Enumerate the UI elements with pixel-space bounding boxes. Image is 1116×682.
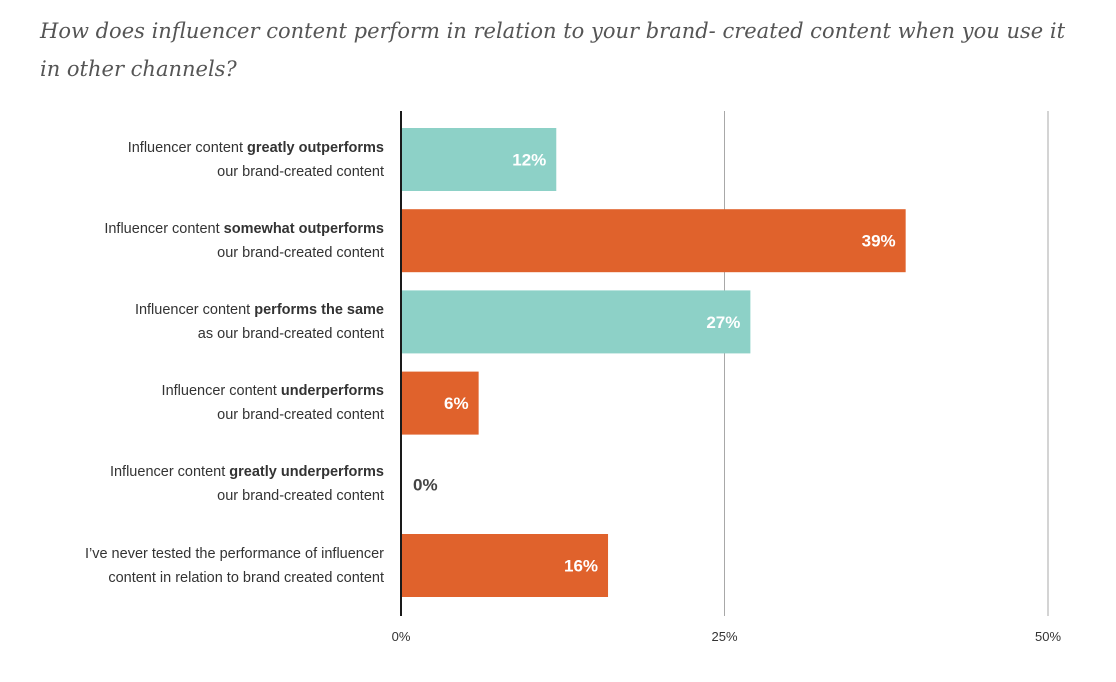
chart-title: How does influencer content perform in r… bbox=[40, 19, 1066, 81]
bar bbox=[401, 371, 479, 435]
bar-value-label: 0% bbox=[413, 475, 438, 494]
category-label-line-1: Influencer content somewhat outperforms bbox=[24, 217, 384, 241]
x-tick-label: 25% bbox=[711, 629, 737, 644]
category-label-emphasis: somewhat outperforms bbox=[223, 220, 384, 237]
category-label-line-2: our brand-created content bbox=[217, 163, 384, 180]
category-label-line-1: Influencer content performs the same bbox=[24, 298, 384, 322]
category-label-line-1: I’ve never tested the performance of inf… bbox=[24, 542, 384, 566]
category-label-text: Influencer content bbox=[127, 139, 248, 156]
bar bbox=[401, 128, 557, 191]
category-label-text: I’ve never tested the performance of inf… bbox=[84, 545, 384, 562]
category-label-emphasis: greatly outperforms bbox=[247, 139, 384, 156]
category-label: Influencer content performs the same as o… bbox=[24, 298, 384, 346]
category-label: Influencer content somewhat outperforms o… bbox=[24, 217, 384, 265]
category-label-text: Influencer content bbox=[104, 220, 224, 237]
category-label-line-2: our brand-created content bbox=[217, 488, 384, 505]
bar-value-label: 16% bbox=[564, 557, 598, 576]
bar-value-label: 27% bbox=[706, 313, 740, 332]
category-label: Influencer content greatly outperforms ou… bbox=[24, 136, 384, 184]
bar-value-label: 12% bbox=[512, 151, 546, 170]
category-label-line-2: as our brand-created content bbox=[197, 325, 384, 342]
x-tick-label: 0% bbox=[392, 629, 411, 644]
x-tick-label: 50% bbox=[1035, 629, 1061, 644]
category-label-line-1: Influencer content greatly outperforms bbox=[24, 136, 384, 160]
category-label-emphasis: greatly underperforms bbox=[229, 464, 384, 481]
bar bbox=[401, 209, 906, 273]
category-label-text: Influencer content bbox=[161, 383, 281, 400]
category-label: Influencer content greatly underperforms… bbox=[24, 460, 384, 508]
bar bbox=[401, 534, 609, 597]
category-label: Influencer content underperforms our bran… bbox=[24, 379, 384, 427]
category-label: I’ve never tested the performance of inf… bbox=[24, 542, 384, 590]
bar-value-label: 6% bbox=[444, 394, 469, 413]
category-label-text: Influencer content bbox=[134, 301, 255, 318]
category-label-line-2: our brand-created content bbox=[217, 407, 384, 424]
category-label-line-2: our brand-created content bbox=[217, 244, 384, 261]
category-label-emphasis: underperforms bbox=[280, 383, 384, 400]
category-label-text: Influencer content bbox=[109, 464, 230, 481]
category-label-line-2: content in relation to brand created con… bbox=[108, 569, 384, 586]
bar-value-label: 39% bbox=[862, 232, 896, 251]
category-label-line-1: Influencer content underperforms bbox=[24, 379, 384, 403]
bar bbox=[401, 290, 751, 354]
category-label-emphasis: performs the same bbox=[254, 301, 384, 318]
category-label-line-1: Influencer content greatly underperforms bbox=[24, 460, 384, 484]
